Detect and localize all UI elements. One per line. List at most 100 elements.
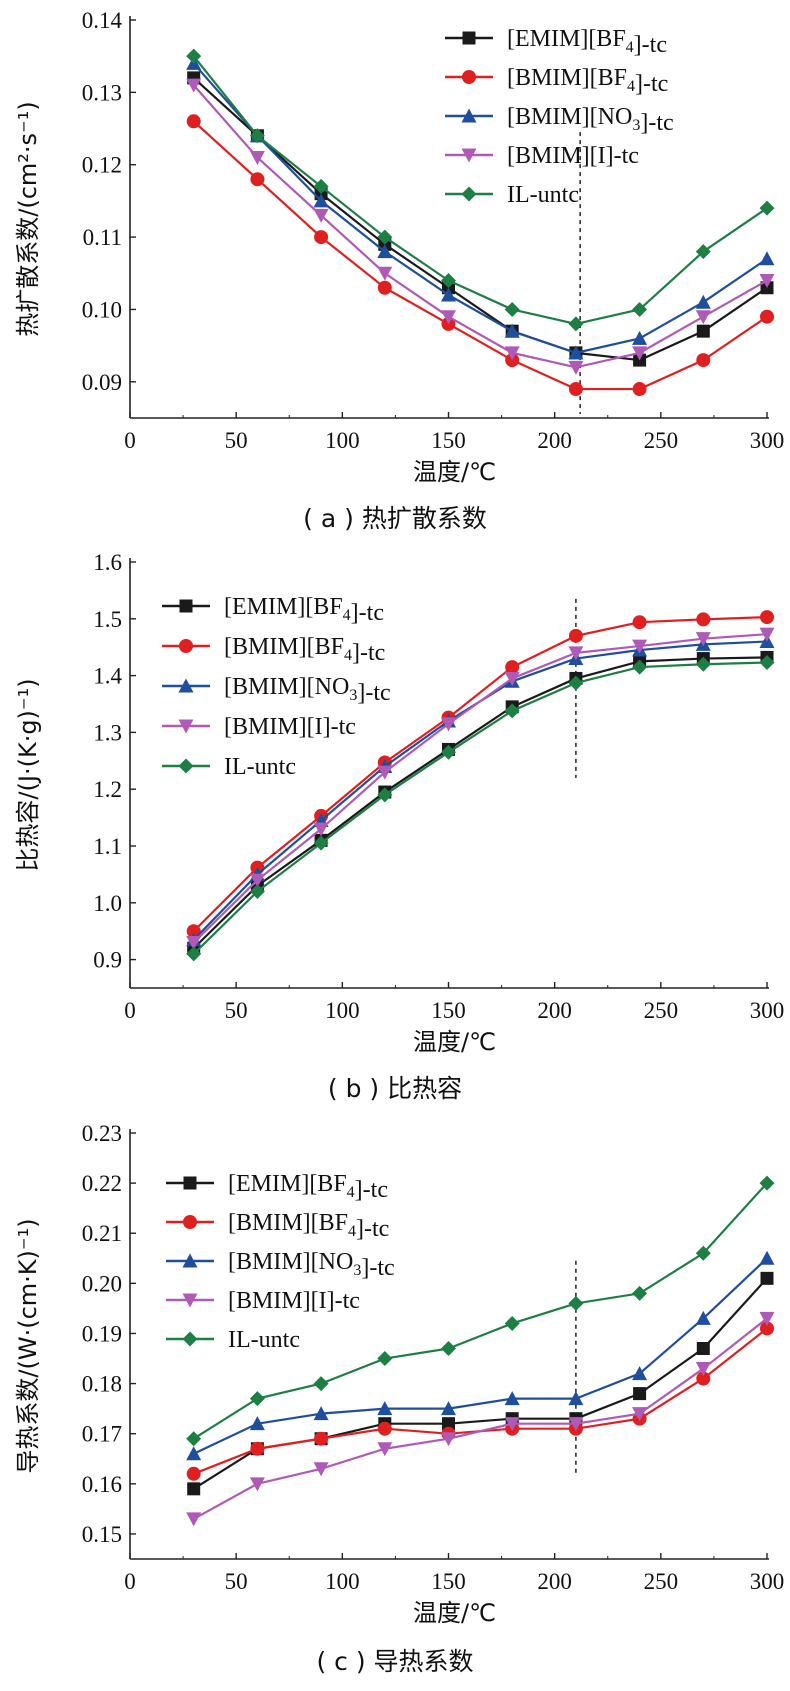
data-point	[313, 835, 329, 851]
y-tick-label: 0.11	[83, 225, 122, 250]
data-point	[186, 114, 201, 129]
y-tick-label: 0.18	[82, 1372, 122, 1397]
data-point	[377, 229, 393, 245]
y-tick-label: 1.5	[93, 607, 122, 632]
data-point	[696, 1371, 711, 1386]
data-point	[313, 822, 329, 837]
data-point	[695, 656, 711, 672]
x-axis-label: 温度/℃	[413, 1028, 496, 1056]
legend: [EMIM][BF4]-tc [BMIM][BF4]-tc [BMIM][NO3]-…	[162, 594, 391, 780]
legend-label: [BMIM][BF4]-tc	[228, 1210, 389, 1242]
data-point	[696, 324, 710, 338]
legend-marker	[182, 1293, 198, 1308]
y-tick-label: 1.0	[93, 891, 122, 916]
y-axis-label: 比热容/(J·(K·g)⁻¹)	[14, 678, 42, 871]
data-point	[504, 1417, 520, 1432]
x-tick-label: 50	[225, 1569, 248, 1594]
legend-marker	[461, 186, 477, 202]
data-point	[568, 1295, 584, 1311]
series-line	[193, 1257, 768, 1455]
y-tick-label: 0.19	[82, 1321, 122, 1346]
series-3	[186, 1250, 775, 1461]
legend-label: IL-untc	[507, 182, 579, 208]
y-tick-label: 0.10	[82, 297, 122, 322]
data-point	[568, 382, 583, 397]
y-tick-label: 0.14	[82, 8, 123, 33]
data-point	[377, 787, 393, 803]
x-tick-label: 100	[325, 428, 360, 453]
data-point	[759, 1175, 775, 1191]
legend-label: [BMIM][I]-tc	[224, 714, 356, 740]
legend-marker	[178, 719, 194, 734]
data-point	[249, 128, 265, 144]
data-point	[504, 323, 520, 338]
x-tick-label: 300	[750, 998, 785, 1023]
y-axis-label: 热扩散系数/(cm²·s⁻¹)	[14, 101, 42, 336]
data-point	[632, 615, 647, 630]
data-point	[568, 675, 584, 691]
x-tick-label: 0	[124, 998, 136, 1023]
x-tick-label: 150	[431, 428, 466, 453]
legend-label: [BMIM][BF4]-tc	[224, 634, 385, 666]
data-point	[695, 1310, 711, 1325]
chart-c: 0 50 100 150 200 250 300 0.15 0.16 0.17 0.18 0.19 0.…	[14, 1121, 784, 1676]
y-tick-label: 0.17	[82, 1422, 122, 1447]
data-point	[695, 310, 711, 325]
data-point	[442, 1417, 455, 1431]
data-point	[759, 274, 775, 289]
x-tick-label: 0	[124, 428, 136, 453]
data-point	[377, 1401, 393, 1416]
legend-marker	[178, 678, 194, 693]
data-point	[696, 353, 711, 368]
data-point	[186, 1466, 201, 1481]
data-point	[695, 294, 711, 309]
data-point	[186, 936, 202, 951]
legend-marker	[179, 639, 193, 653]
legend-label: [EMIM][BF4]-tc	[228, 1171, 388, 1203]
data-point	[568, 628, 583, 643]
data-point	[377, 244, 393, 259]
x-tick-label: 250	[644, 998, 679, 1023]
y-tick-label: 0.9	[93, 948, 122, 973]
data-point	[568, 1417, 584, 1432]
legend-label: [BMIM][I]-tc	[228, 1288, 360, 1314]
data-point	[568, 360, 584, 375]
series-2	[186, 114, 774, 397]
x-tick-label: 50	[225, 998, 248, 1023]
legend-marker	[182, 1331, 198, 1347]
chart-caption: ( c ) 导热系数	[316, 1647, 473, 1676]
data-point	[313, 208, 329, 223]
x-tick-label: 150	[431, 1569, 466, 1594]
data-point	[568, 646, 584, 661]
legend-marker	[178, 758, 194, 774]
data-point	[504, 1315, 520, 1331]
legend-marker	[462, 70, 476, 84]
series-line	[192, 120, 768, 391]
series-5	[186, 1175, 775, 1447]
data-point	[504, 346, 520, 361]
series-4	[186, 627, 775, 951]
data-point	[759, 200, 775, 216]
legend-label: [BMIM][NO3]-tc	[228, 1249, 395, 1281]
data-point	[441, 310, 456, 325]
legend-label: [EMIM][BF4]-tc	[507, 26, 667, 58]
legend-marker	[183, 1176, 197, 1190]
data-point	[441, 273, 456, 289]
data-point	[632, 659, 648, 675]
data-point	[568, 345, 584, 360]
y-tick-label: 0.13	[82, 80, 122, 105]
data-point	[696, 612, 711, 627]
y-tick-label: 0.09	[82, 370, 122, 395]
legend-label: [BMIM][NO3]-tc	[507, 104, 674, 136]
data-point	[186, 78, 202, 93]
series-3	[186, 55, 775, 360]
series-5	[186, 48, 775, 332]
legend-marker	[462, 31, 476, 45]
data-point	[441, 717, 456, 732]
data-point	[250, 172, 265, 187]
legend-marker	[461, 108, 477, 123]
series-4	[186, 1311, 775, 1527]
y-tick-label: 0.23	[82, 1121, 122, 1146]
data-point	[759, 655, 775, 671]
x-axis-label: 温度/℃	[413, 1599, 496, 1627]
